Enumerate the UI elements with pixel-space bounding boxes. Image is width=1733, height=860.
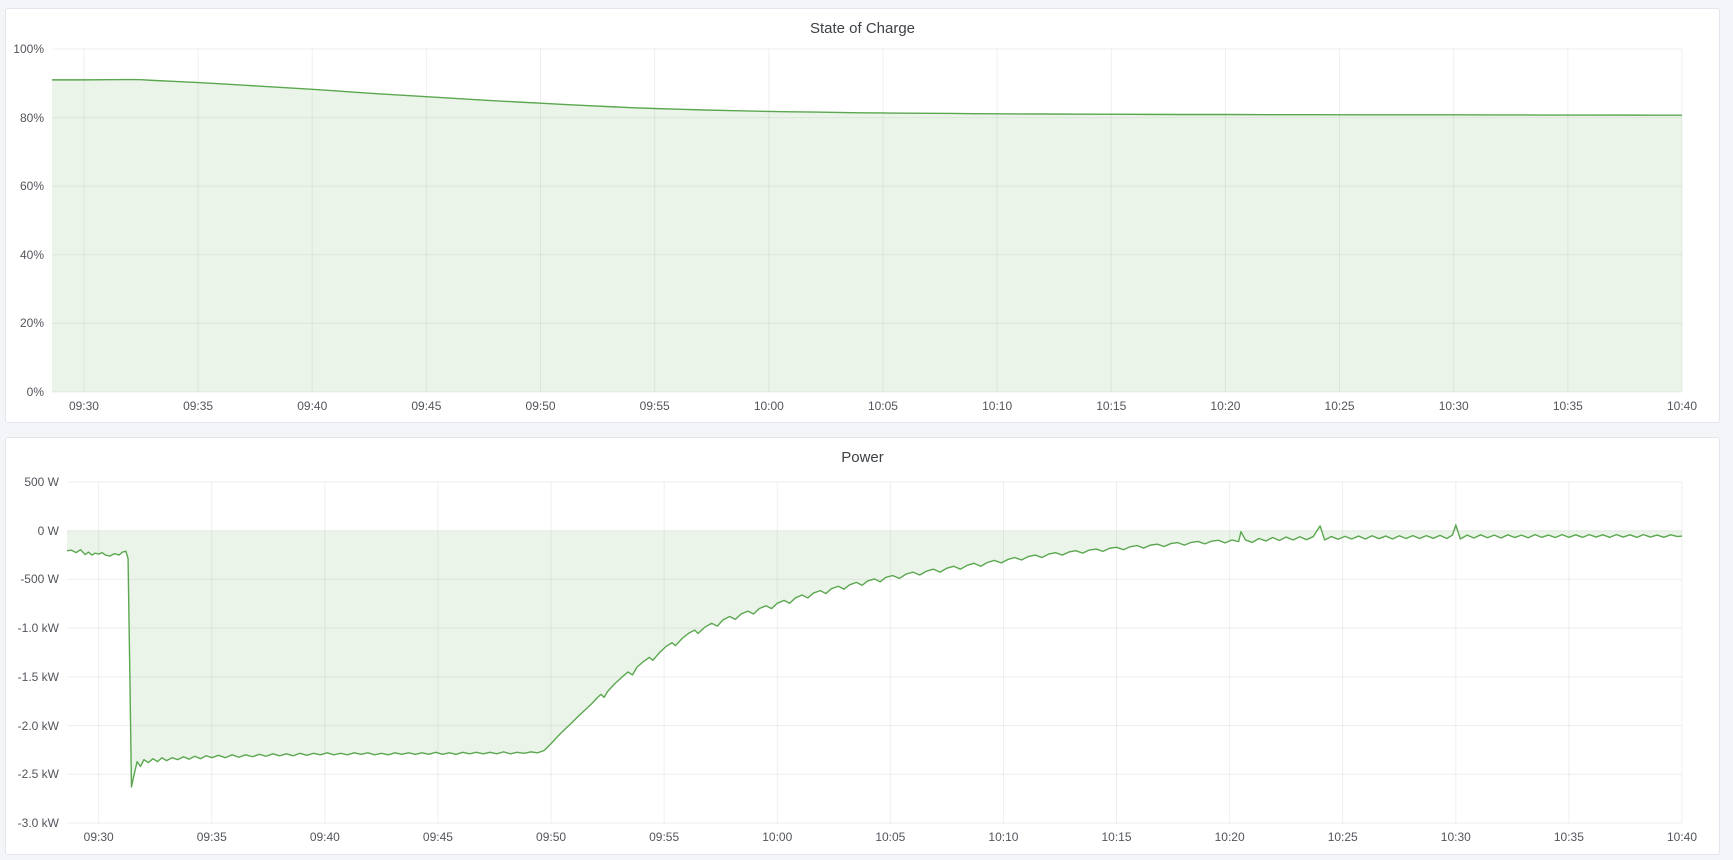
y-tick-label: 40% [19, 247, 44, 262]
y-tick-label: -3.0 kW [17, 816, 59, 830]
chart-canvas [52, 48, 1683, 393]
series-line [52, 78, 1683, 116]
x-tick-label: 09:45 [411, 399, 442, 413]
y-tick-label: -500 W [20, 572, 59, 587]
x-tick-label: 09:45 [422, 830, 453, 844]
x-tick-label: 10:15 [1101, 830, 1132, 844]
panel-title-power[interactable]: Power [841, 449, 884, 466]
y-tick-label: -1.5 kW [17, 669, 59, 684]
x-tick-label: 10:05 [875, 830, 906, 844]
x-tick-label: 09:55 [639, 399, 670, 413]
x-tick-label: 10:25 [1327, 830, 1358, 844]
state-of-charge-chart[interactable]: 100% 80% 60% 40% 20% 0% 09:30 09:35 09:40 09:45 09… [6, 41, 1719, 422]
x-tick-label: 10:20 [1214, 830, 1245, 844]
x-tick-label: 10:30 [1438, 399, 1469, 413]
x-tick-label: 09:35 [196, 830, 227, 844]
y-tick-label: 80% [19, 110, 44, 125]
y-tick-label: 500 W [24, 475, 59, 489]
x-tick-label: 10:00 [762, 830, 793, 844]
x-tick-label: 10:25 [1324, 399, 1355, 413]
x-tick-label: 10:20 [1210, 399, 1241, 413]
x-tick-label: 09:40 [309, 830, 340, 844]
x-tick-label: 10:35 [1552, 399, 1583, 413]
x-tick-label: 09:35 [183, 399, 214, 413]
panel-title-state-of-charge[interactable]: State of Charge [809, 20, 916, 37]
x-tick-label: 09:50 [525, 399, 556, 413]
x-tick-label: 09:30 [83, 830, 114, 844]
x-tick-label: 10:10 [988, 830, 1019, 844]
chart-canvas [66, 481, 1683, 824]
y-tick-label: 0 W [37, 523, 59, 538]
series-line [66, 524, 1683, 788]
x-tick-label: 09:55 [649, 830, 680, 844]
x-tick-label: 10:10 [982, 399, 1013, 413]
x-tick-label: 09:30 [68, 399, 99, 413]
x-tick-label: 10:40 [1666, 399, 1698, 413]
y-tick-label: -2.5 kW [17, 767, 59, 782]
y-tick-label: 100% [13, 42, 44, 56]
power-chart[interactable]: 500 W 0 W -500 W -1.0 kW -1.5 kW -2.0 kW -2.5 … [6, 474, 1719, 854]
x-tick-label: 10:35 [1553, 830, 1584, 844]
y-tick-label: -2.0 kW [17, 718, 59, 733]
x-tick-label: 10:15 [1096, 399, 1127, 413]
panel-state-of-charge: State of Charge 100% 80% 60% 40% 20% 0% 09:30 0… [5, 8, 1720, 423]
x-tick-label: 09:40 [297, 399, 328, 413]
x-tick-label: 09:50 [536, 830, 567, 844]
series-area-fill [52, 79, 1682, 392]
x-tick-label: 10:30 [1440, 830, 1471, 844]
x-tick-label: 10:00 [753, 399, 784, 413]
y-tick-label: 20% [19, 316, 44, 331]
series-area-fill [67, 524, 1682, 787]
x-tick-label: 10:40 [1666, 830, 1698, 844]
y-tick-label: -1.0 kW [17, 621, 59, 636]
x-tick-label: 10:05 [867, 399, 898, 413]
y-tick-label: 60% [19, 179, 44, 194]
panel-power: Power 500 W 0 W -500 W -1.0 kW -1.5 kW -2.0 k… [5, 437, 1720, 855]
y-tick-label: 0% [26, 385, 44, 399]
